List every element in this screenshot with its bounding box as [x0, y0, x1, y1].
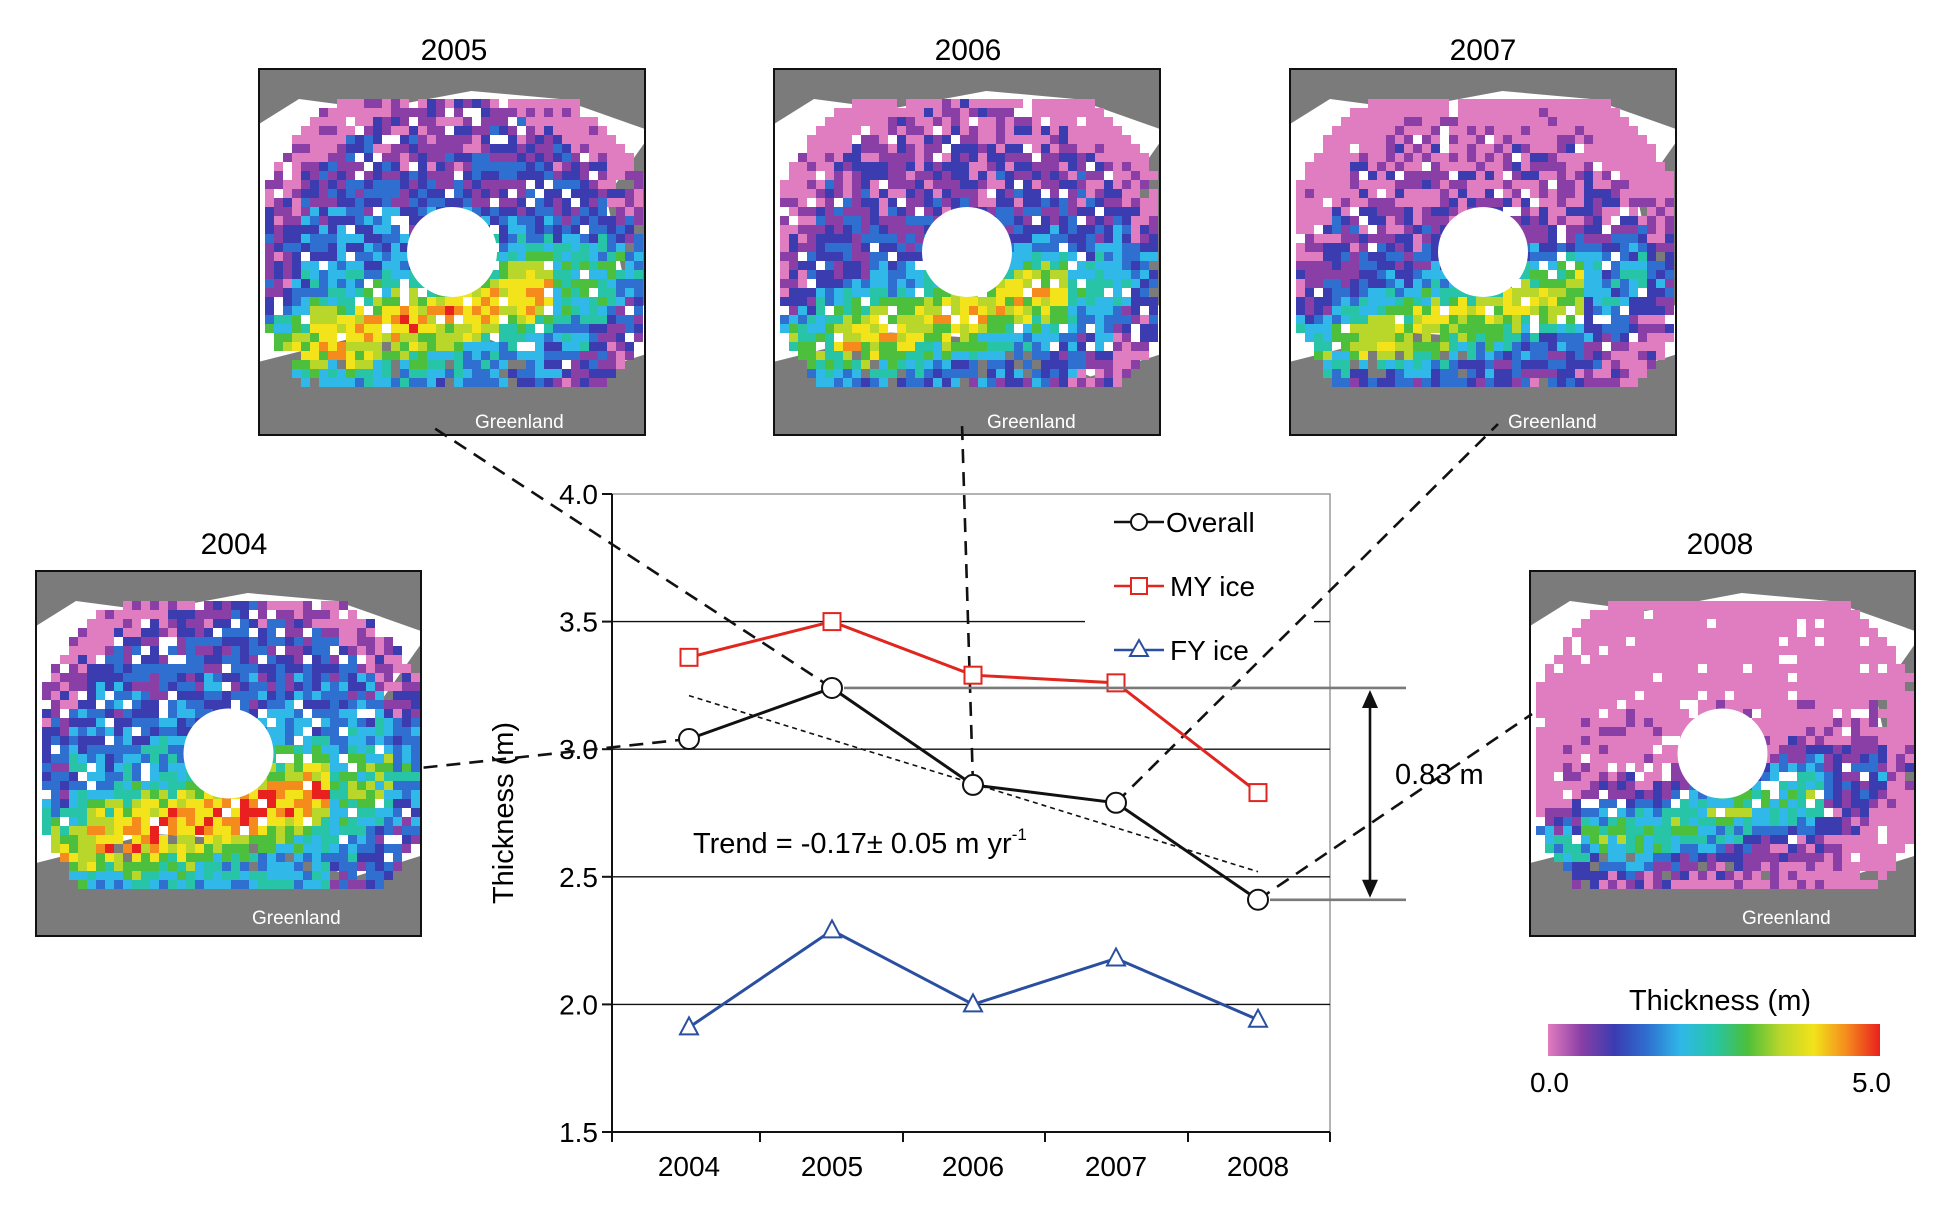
- map-2004: [35, 570, 422, 937]
- colorbar-max-label: 5.0: [1852, 1067, 1891, 1098]
- y-axis-ticks: 1.52.02.53.03.54.0: [559, 479, 612, 1148]
- x-axis-ticks: 2004 2005 2006 2007 2008: [611, 1132, 1331, 1182]
- difference-bracket: [844, 686, 1406, 902]
- leader-line: [960, 423, 975, 785]
- data-point: [1247, 888, 1269, 911]
- colorbar: [1548, 1024, 1880, 1056]
- leader-line: [1257, 712, 1533, 901]
- map-2008-title: 2008: [1687, 528, 1754, 561]
- legend-overall-marker: [1130, 513, 1148, 531]
- colorbar-title: Thickness (m): [1629, 985, 1811, 1017]
- x-tick-label: 2008: [1227, 1151, 1289, 1182]
- land-mass: [259, 69, 645, 129]
- legend-my-label: MY ice: [1170, 571, 1255, 602]
- legend-fy-marker: [1128, 637, 1150, 657]
- x-tick-label: 2007: [1085, 1151, 1147, 1182]
- data-point: [821, 676, 843, 699]
- pole-hole: [183, 708, 274, 799]
- land-mass: [36, 571, 421, 631]
- x-tick-label: 2006: [942, 1151, 1004, 1182]
- land-mass: [1530, 571, 1915, 631]
- pole-hole: [1438, 207, 1528, 297]
- series-fy-ice: [678, 918, 1269, 1036]
- data-point: [1248, 783, 1268, 803]
- leader-line: [1115, 423, 1499, 804]
- trend-text: Trend = -0.17± 0.05 m yr: [693, 828, 1012, 860]
- map-2004-greenland-label: Greenland: [252, 908, 341, 929]
- y-axis-label: Thickness (m): [488, 722, 520, 904]
- difference-label: 0.83 m: [1395, 759, 1484, 791]
- land-mass: [774, 69, 1160, 129]
- legend: Overall MY ice FY ice: [1114, 507, 1255, 666]
- x-tick-label: 2005: [801, 1151, 863, 1182]
- map-2006: [773, 68, 1161, 436]
- series-overall: [678, 676, 1269, 911]
- legend-my-marker: [1130, 577, 1148, 595]
- data-point: [1247, 1007, 1269, 1028]
- data-point: [822, 612, 842, 632]
- y-tick-label: 1.5: [559, 1117, 598, 1148]
- data-point: [821, 918, 843, 939]
- map-2005-greenland-label: Greenland: [475, 412, 564, 433]
- colorbar-min-label: 0.0: [1530, 1067, 1569, 1098]
- pole-hole: [1677, 708, 1768, 799]
- leader-line: [427, 422, 833, 690]
- leader-lines: [419, 422, 1533, 901]
- map-2006-title: 2006: [935, 34, 1002, 67]
- y-tick-label: 2.0: [559, 989, 598, 1020]
- x-tick-label: 2004: [658, 1151, 720, 1182]
- data-point: [1105, 791, 1127, 814]
- y-tick-label: 3.5: [559, 607, 598, 638]
- data-point: [963, 665, 983, 685]
- data-point: [678, 727, 700, 750]
- data-point: [679, 647, 699, 667]
- data-point: [962, 992, 984, 1013]
- map-2006-greenland-label: Greenland: [987, 412, 1076, 433]
- data-point: [1105, 946, 1127, 967]
- bracket-arrow-up: [1362, 689, 1378, 708]
- series-layer: [678, 612, 1269, 1036]
- data-point: [962, 773, 984, 796]
- map-2007-greenland-label: Greenland: [1508, 412, 1597, 433]
- series-line: [688, 928, 1259, 1029]
- map-2008: [1529, 570, 1916, 937]
- pole-hole: [407, 207, 497, 297]
- legend-overall-label: Overall: [1166, 507, 1255, 538]
- leader-line: [419, 737, 690, 770]
- trend-annotation: Trend = -0.17± 0.05 m yr-1: [693, 825, 1027, 860]
- legend-fy-label: FY ice: [1170, 635, 1249, 666]
- y-tick-label: 2.5: [559, 862, 598, 893]
- land-mass: [1290, 69, 1676, 129]
- trend-exponent: -1: [1012, 825, 1027, 844]
- map-2007-title: 2007: [1450, 34, 1517, 67]
- map-2005: [258, 68, 646, 436]
- y-tick-label: 4.0: [559, 479, 598, 510]
- data-point: [678, 1015, 700, 1036]
- map-2008-greenland-label: Greenland: [1742, 908, 1831, 929]
- map-2007: [1289, 68, 1677, 436]
- bracket-arrow-down: [1362, 879, 1378, 898]
- series-my-ice: [679, 612, 1268, 803]
- map-2005-title: 2005: [421, 34, 488, 67]
- pole-hole: [922, 207, 1012, 297]
- map-2004-title: 2004: [201, 528, 268, 561]
